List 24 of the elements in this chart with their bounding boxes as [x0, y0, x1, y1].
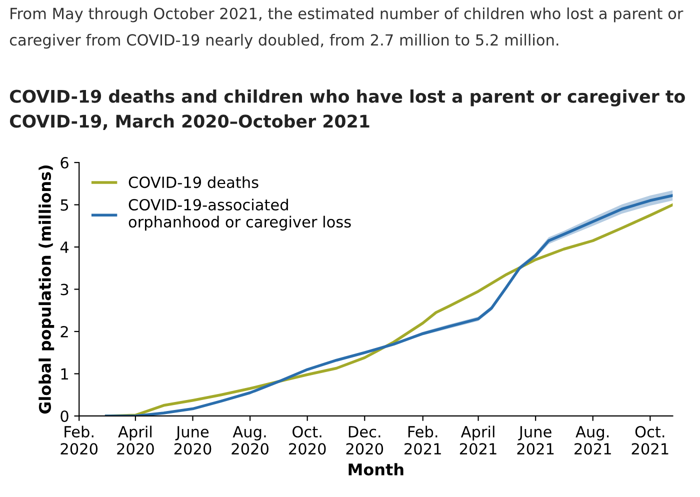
y-axis-title: Global population (millions): [38, 165, 54, 414]
x-tick-label: April 2020: [117, 426, 154, 455]
text: From May through October 2021, the estimated number of children who lost a parent or caregiver from COVID-19 nearly doubled, from 2.7 million to 5.2 million.: [10, 7, 684, 49]
y-tick-label: 1: [61, 368, 68, 380]
x-tick-label: Oct. 2020: [289, 426, 326, 455]
x-tick-label: April 2021: [460, 426, 496, 455]
x-tick-label: Feb. 2020: [60, 426, 98, 455]
x-tick-label: Feb. 2021: [404, 426, 441, 455]
y-tick-label: 4: [60, 242, 69, 253]
y-tick-label: 5: [60, 199, 68, 211]
x-tick-label: June 2021: [517, 426, 554, 455]
y-tick-label: 6: [60, 156, 68, 169]
legend-label: COVID-19-associated orphanhood or caregiver loss: [128, 198, 351, 231]
chart-title: COVID-19 deaths and children who have lost a parent or caregiver to COVID-19, March 2020–October 2021: [10, 89, 685, 130]
x-tick-label: Dec. 2020: [346, 426, 384, 455]
x-axis-title: Month: [348, 463, 404, 476]
x-tick-label: Aug. 2020: [232, 426, 268, 455]
x-tick-label: June 2020: [174, 426, 212, 455]
y-tick-label: 3: [60, 284, 68, 296]
x-tick-label: Aug. 2021: [574, 426, 611, 455]
y-tick-label: 2: [60, 326, 68, 338]
y-tick-label: 0: [60, 410, 68, 422]
legend-label: COVID-19 deaths: [128, 176, 258, 188]
x-tick-label: Oct. 2021: [632, 426, 668, 455]
